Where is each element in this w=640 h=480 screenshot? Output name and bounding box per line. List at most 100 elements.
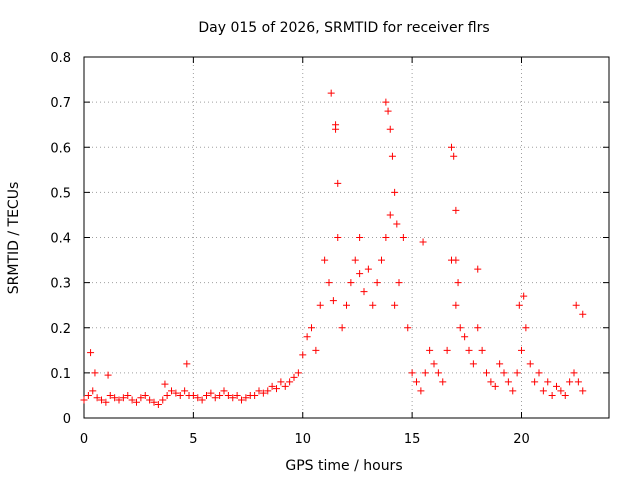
data-point [386, 125, 394, 133]
y-tick-label: 0 [63, 412, 71, 427]
data-point [434, 369, 442, 377]
data-point [421, 369, 429, 377]
data-point [316, 301, 324, 309]
data-point [124, 391, 132, 399]
chart-title: Day 015 of 2026, SRMTID for receiver flr… [198, 20, 489, 36]
data-point [356, 270, 364, 278]
data-point [364, 265, 372, 273]
y-tick-label: 0.3 [50, 277, 71, 292]
data-point [426, 346, 434, 354]
data-point [439, 378, 447, 386]
x-tick-label: 15 [404, 432, 421, 447]
data-point [417, 387, 425, 395]
data-point [172, 389, 180, 397]
data-point [273, 385, 280, 393]
data-point [224, 391, 232, 399]
data-point [544, 378, 552, 386]
data-point [233, 391, 241, 399]
data-point [478, 346, 486, 354]
axis-ticks: 0 0.1 0.2 0.3 0.4 0.5 0.6 0.7 0.8 0 5 10 15 20 [50, 51, 609, 447]
data-point [303, 333, 311, 341]
y-tick-label: 0.8 [50, 51, 71, 66]
data-point [491, 382, 499, 390]
data-point [386, 211, 394, 219]
data-point [579, 310, 587, 318]
data-point [329, 297, 337, 305]
data-point [334, 179, 342, 187]
data-point [369, 301, 377, 309]
data-point [150, 398, 158, 406]
data-point [93, 394, 101, 402]
data-point [452, 256, 460, 264]
data-point [189, 391, 197, 399]
data-point [548, 391, 556, 399]
data-point [509, 387, 517, 395]
data-point [579, 387, 587, 395]
data-point [327, 89, 335, 97]
y-tick-label: 0.1 [50, 367, 71, 382]
data-point [539, 387, 547, 395]
data-point [332, 125, 340, 133]
data-point [461, 333, 469, 341]
data-point [312, 346, 320, 354]
data-point [238, 396, 245, 404]
data-point [347, 279, 355, 287]
data-point [128, 396, 136, 404]
data-point [264, 387, 272, 395]
data-point [106, 391, 114, 399]
data-point [572, 301, 580, 309]
data-point [487, 378, 495, 386]
data-point [360, 288, 368, 296]
data-point [356, 234, 364, 241]
data-point [343, 301, 350, 309]
data-point [229, 394, 237, 402]
data-point [308, 324, 315, 332]
data-point [183, 360, 191, 368]
data-point [373, 279, 381, 287]
data-point [102, 398, 110, 406]
data-point [395, 279, 403, 287]
data-point [294, 369, 302, 377]
data-point [452, 301, 460, 309]
data-point [443, 346, 451, 354]
data-point [500, 369, 508, 377]
x-tick-label: 0 [80, 432, 88, 447]
data-point [242, 394, 250, 402]
data-point [98, 396, 105, 404]
data-point [87, 349, 95, 357]
data-point [198, 396, 206, 404]
data-point [286, 378, 294, 386]
data-point [163, 391, 171, 399]
data-point [255, 387, 263, 395]
data-point [450, 152, 458, 160]
data-point [161, 380, 169, 388]
data-point [566, 378, 574, 386]
data-point [382, 234, 390, 241]
data-point [518, 346, 525, 354]
data-point [104, 371, 112, 379]
data-point [334, 234, 342, 241]
data-point [553, 382, 560, 390]
data-points [80, 89, 587, 408]
data-point [268, 382, 276, 390]
data-point [259, 389, 267, 397]
data-point [338, 324, 346, 332]
data-point [526, 360, 534, 368]
data-point [384, 107, 392, 115]
data-point [281, 382, 289, 390]
data-point [419, 238, 427, 246]
data-point [146, 396, 154, 404]
data-point [474, 324, 482, 332]
data-point [557, 387, 565, 395]
data-point [290, 373, 298, 381]
data-point [154, 400, 162, 408]
data-point [133, 398, 140, 406]
x-tick-label: 5 [189, 432, 197, 447]
data-point [452, 206, 460, 214]
y-axis-label: SRMTID / TECUs [6, 182, 22, 295]
data-point [203, 391, 210, 399]
data-point [141, 391, 149, 399]
data-point [321, 256, 329, 264]
data-point [504, 378, 512, 386]
data-point [404, 324, 412, 332]
